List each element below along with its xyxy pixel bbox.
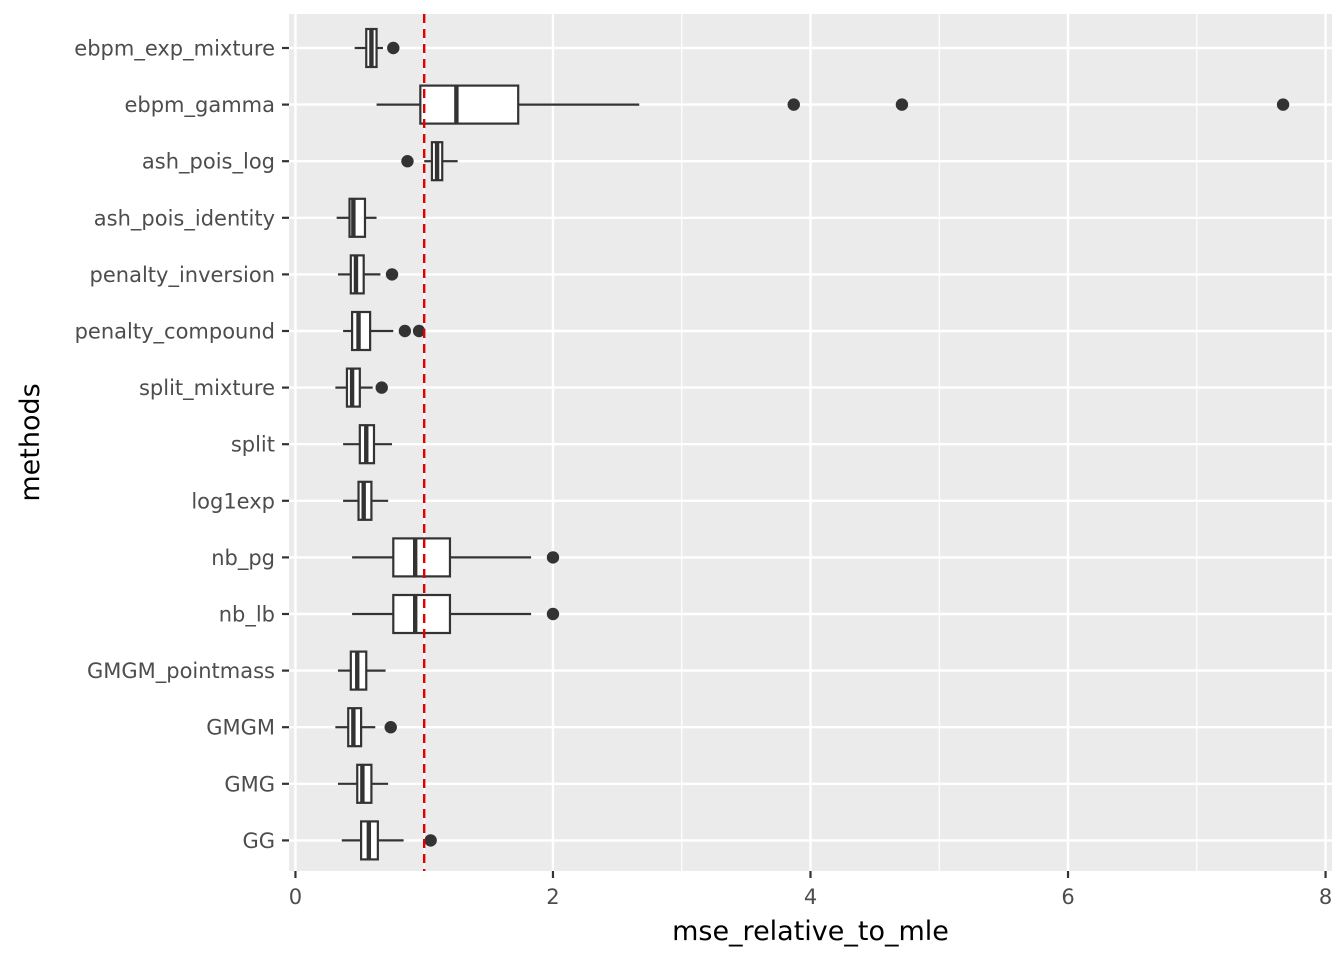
y-tick-label: GMGM <box>206 716 275 740</box>
box-iqr <box>350 310 372 352</box>
box-penalty_compound <box>343 310 426 352</box>
y-axis: ebpm_exp_mixture ebpm_gamma ash_pois_logas… <box>74 37 289 853</box>
x-tick-label: 2 <box>546 885 559 909</box>
box-ash_pois_log <box>401 141 458 182</box>
box-GMGM <box>335 707 397 748</box>
y-tick-label: ash_pois_log <box>142 150 275 175</box>
outlier-point <box>385 268 399 281</box>
box-GMG <box>337 763 389 804</box>
outlier-point <box>398 324 412 338</box>
y-tick-label: split_mixture <box>139 376 275 401</box>
y-tick-label: GG <box>242 829 275 853</box>
x-axis: 0 2 4 6 8 <box>289 871 1332 909</box>
box-series <box>335 27 1290 861</box>
y-tick-label: penalty_inversion <box>90 263 275 288</box>
y-tick-label: GMG <box>224 772 275 796</box>
box-iqr <box>392 593 452 635</box>
outlier-point <box>412 324 426 338</box>
box-ash_pois_identity <box>336 197 377 238</box>
y-tick-label: ash_pois_identity <box>94 206 275 231</box>
x-tick-label: 8 <box>1319 885 1332 909</box>
box-GMGM_pointmass <box>337 650 386 691</box>
outlier-point <box>546 607 560 621</box>
y-tick-label: penalty_compound <box>75 320 275 345</box>
outlier-point <box>424 834 437 847</box>
y-tick-label: split <box>231 433 275 457</box>
box-nb_pg <box>352 537 560 578</box>
outlier-point <box>787 98 800 111</box>
y-tick-label: nb_lb <box>219 603 275 628</box>
box-split_mixture <box>335 367 388 408</box>
box-GG <box>341 820 437 861</box>
outlier-point <box>895 98 909 111</box>
x-tick-label: 0 <box>289 885 302 909</box>
box-iqr <box>392 537 452 578</box>
outlier-point <box>384 721 397 734</box>
box-iqr <box>419 84 520 125</box>
y-tick-label: nb_pg <box>211 546 275 571</box>
outlier-point <box>375 381 388 394</box>
y-tick-label: ebpm_gamma <box>124 93 275 118</box>
box-log1exp <box>343 480 389 521</box>
major-gridlines <box>289 14 1332 871</box>
y-tick-label: log1exp <box>191 489 275 513</box>
y-axis-title: methods <box>15 383 46 501</box>
y-tick-label: GMGM_pointmass <box>87 659 275 684</box>
outlier-point <box>546 551 560 564</box>
box-penalty_inversion <box>337 254 399 295</box>
box-ebpm_gamma <box>376 84 1290 125</box>
x-tick-label: 4 <box>804 885 817 909</box>
box-ebpm_exp_mixture <box>354 27 400 69</box>
outlier-point <box>401 155 414 168</box>
x-axis-title: mse_relative_to_mle <box>672 916 949 947</box>
box-nb_lb <box>352 593 560 635</box>
outlier-point <box>1276 98 1290 111</box>
box-split <box>343 424 393 465</box>
y-tick-label: ebpm_exp_mixture <box>74 37 275 62</box>
x-tick-label: 6 <box>1061 885 1074 909</box>
outlier-point <box>387 41 400 55</box>
